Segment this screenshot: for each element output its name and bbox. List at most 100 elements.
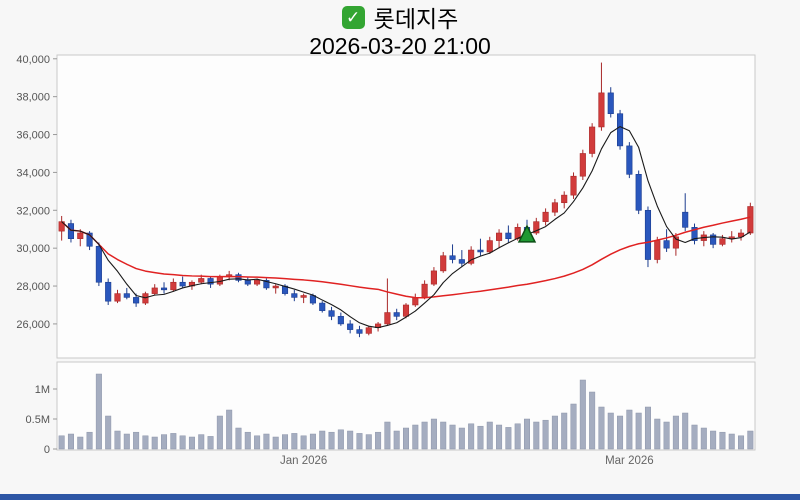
candle-up: [747, 206, 754, 234]
candle-up: [170, 281, 177, 291]
volume-bar: [179, 435, 186, 450]
volume-bar: [161, 434, 168, 450]
volume-bar: [77, 436, 84, 450]
candle-up: [486, 240, 493, 253]
checkbox-icon: ✓: [341, 5, 365, 29]
candle-down: [86, 232, 93, 247]
volume-bar: [449, 424, 456, 450]
candle-up: [570, 175, 577, 196]
volume-bar: [319, 430, 326, 450]
volume-bar: [254, 435, 261, 450]
candle-down: [133, 297, 140, 304]
volume-bar: [579, 379, 586, 450]
price-axis-label: 28,000: [16, 281, 50, 293]
candle-down: [607, 92, 614, 115]
candle-up: [719, 238, 726, 245]
candle-down: [328, 310, 335, 317]
volume-bar: [458, 427, 465, 450]
candle-up: [672, 236, 679, 249]
candle-up: [114, 293, 121, 302]
volume-bar: [496, 424, 503, 450]
ma-long-line: [61, 216, 751, 299]
title-row: ✓ 롯데지주: [0, 2, 800, 32]
volume-bar: [542, 419, 549, 450]
candle-down: [123, 293, 130, 298]
candle-down: [691, 227, 698, 241]
candle-up: [421, 283, 428, 298]
volume-bar: [114, 430, 121, 450]
candle-up: [551, 202, 558, 213]
candle-down: [626, 145, 633, 175]
candle-up: [254, 280, 261, 285]
candle-up: [142, 293, 149, 304]
candle-up: [579, 153, 586, 177]
volume-bar: [151, 436, 158, 450]
volume-axis-label: 0: [44, 444, 50, 456]
bottom-blue-bar: [0, 494, 800, 500]
volume-bar: [551, 415, 558, 450]
volume-bar: [644, 406, 651, 450]
volume-bar: [282, 434, 289, 450]
volume-bar: [728, 433, 735, 450]
volume-bar: [309, 433, 316, 450]
chart-header: ✓ 롯데지주 2026-03-20 21:00: [0, 2, 800, 60]
price-axis-label: 26,000: [16, 319, 50, 331]
volume-bar: [598, 406, 605, 450]
time-axis-label: Mar 2026: [605, 455, 654, 467]
volume-axis-label: 0.5M: [26, 414, 50, 426]
volume-bar: [468, 423, 475, 450]
candle-up: [598, 92, 605, 128]
candle-up: [542, 211, 549, 222]
candle-up: [430, 270, 437, 285]
candle-up: [77, 232, 84, 239]
volume-bar: [142, 435, 149, 450]
candle-up: [561, 194, 568, 204]
candle-down: [635, 174, 642, 211]
candle-up: [737, 232, 745, 238]
volume-bar: [86, 431, 93, 450]
candle-up: [654, 240, 661, 260]
volume-bar: [514, 423, 521, 450]
volume-bar: [263, 433, 270, 450]
candle-down: [393, 312, 400, 317]
volume-bar: [337, 429, 344, 450]
candle-down: [179, 281, 186, 287]
candle-down: [319, 302, 326, 311]
volume-bar: [682, 412, 689, 450]
volume-bar: [691, 424, 698, 450]
candle-down: [263, 280, 270, 289]
candle-down: [617, 113, 624, 147]
candle-up: [384, 312, 391, 325]
volume-bar: [505, 427, 512, 450]
candle-up: [440, 255, 447, 272]
volume-bar: [272, 436, 279, 450]
candle-up: [198, 278, 205, 283]
volume-bar: [393, 430, 400, 450]
candle-down: [291, 293, 298, 298]
stock-title: 롯데지주: [373, 6, 459, 32]
volume-bar: [105, 415, 112, 450]
volume-bar: [216, 415, 223, 450]
price-axis-label: 30,000: [16, 243, 50, 255]
volume-bar: [403, 427, 409, 450]
volume-bar: [561, 412, 568, 450]
volume-bar: [477, 425, 484, 450]
volume-bar: [384, 421, 391, 450]
volume-bar: [617, 415, 624, 450]
candle-up: [496, 232, 503, 241]
volume-bar: [300, 435, 307, 450]
candle-down: [710, 234, 717, 245]
ma-short-line: [61, 126, 751, 329]
candle-down: [682, 211, 689, 228]
volume-bar: [607, 412, 614, 450]
volume-bar: [123, 433, 130, 450]
candle-up: [300, 295, 307, 298]
volume-bar: [328, 431, 335, 450]
price-axis-label: 34,000: [16, 167, 50, 179]
checkmark-glyph: ✓: [346, 7, 361, 27]
volume-bar: [747, 430, 754, 450]
price-axis-label: 32,000: [16, 205, 50, 217]
candle-down: [337, 316, 344, 325]
volume-bar: [365, 434, 372, 450]
